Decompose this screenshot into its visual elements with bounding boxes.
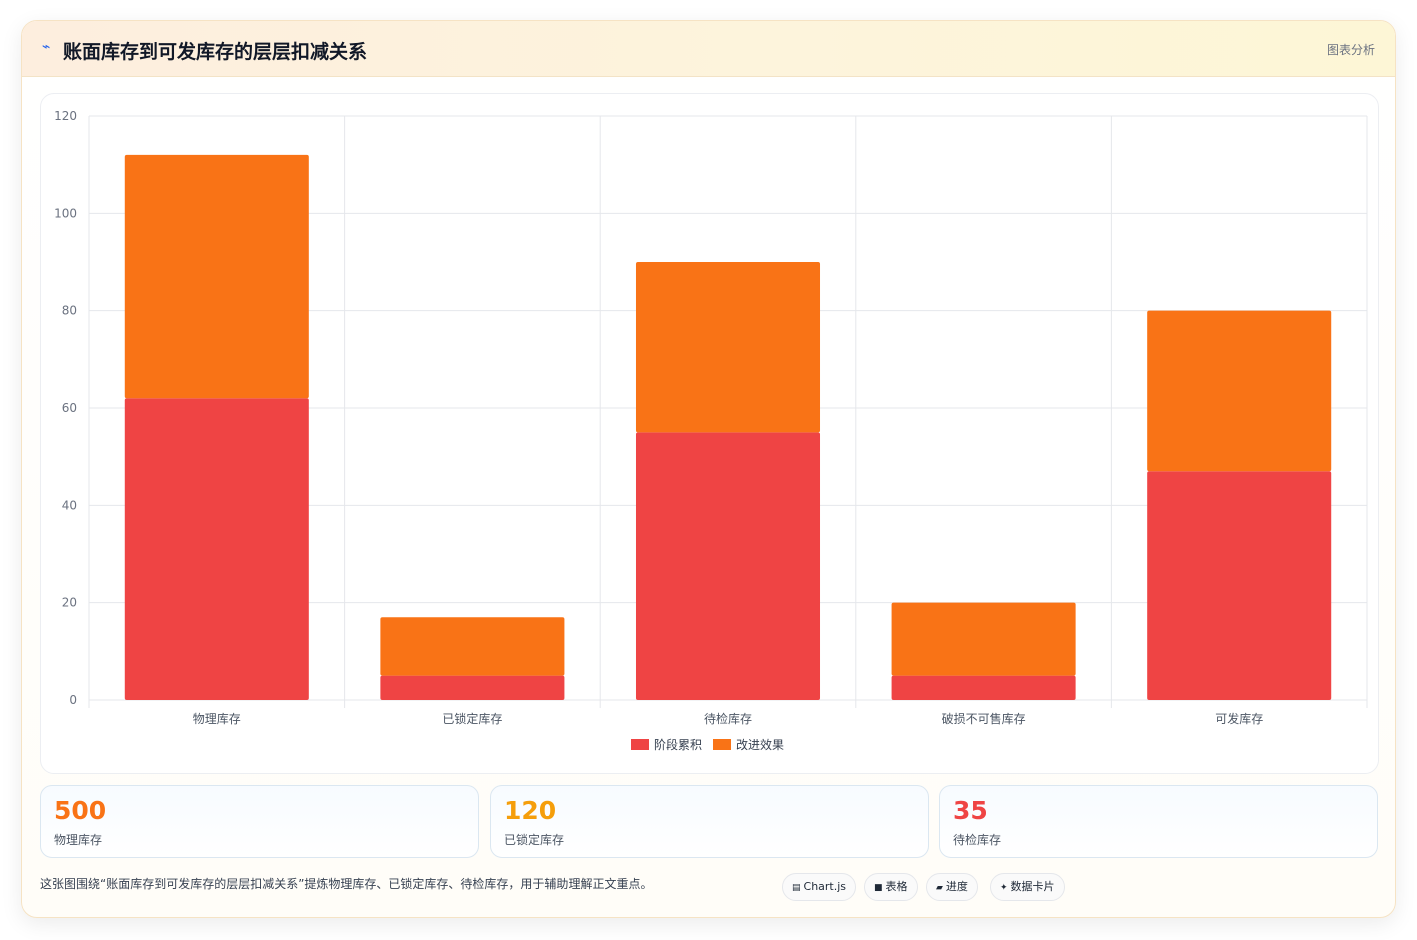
y-tick-label: 40: [62, 498, 77, 512]
header-tag: 图表分析: [1326, 43, 1375, 57]
y-tick-label: 100: [54, 206, 77, 220]
legend-label: 改进效果: [736, 737, 784, 752]
caption-note: 这张图围绕“账面库存到可发库存的层层扣减关系”提炼物理库存、已锁定库存、待检库存…: [40, 877, 653, 891]
bar-segment: [891, 602, 1076, 676]
x-tick-label: 待检库存: [704, 711, 752, 726]
card-icon: ✦: [1000, 883, 1008, 893]
stat-card-inspection: 35 待检库存: [939, 785, 1378, 858]
chip-progress[interactable]: ▰ 进度: [926, 873, 978, 901]
y-tick-label: 120: [54, 109, 77, 123]
stat-value: 120: [504, 796, 557, 825]
chip-chartjs[interactable]: ▤ Chart.js: [782, 873, 857, 901]
stat-label: 待检库存: [953, 833, 1002, 847]
bar-segment: [380, 675, 565, 700]
y-tick-label: 20: [62, 596, 77, 610]
table-icon: ■: [874, 883, 883, 893]
chip-label: Chart.js: [803, 880, 847, 893]
stat-value: 500: [54, 796, 107, 825]
bar-segment: [1147, 471, 1332, 700]
bar-segment: [635, 432, 821, 700]
x-tick-label: 可发库存: [1215, 711, 1263, 726]
x-tick-label: 破损不可售库存: [942, 711, 1026, 726]
chart-title: 账面库存到可发库存的层层扣减关系: [63, 41, 368, 63]
card-header: ⌁ 账面库存到可发库存的层层扣减关系 图表分析: [22, 21, 1395, 77]
stat-value: 35: [953, 796, 988, 825]
chip-label: 表格: [885, 880, 908, 893]
y-tick-label: 80: [62, 304, 77, 318]
bar-segment: [380, 617, 565, 676]
chart-card: ⌁ 账面库存到可发库存的层层扣减关系 图表分析 0 20 40 60 80 100 120 物…: [21, 20, 1396, 918]
stat-card-physical: 500 物理库存: [40, 785, 479, 858]
chip-label: 进度: [945, 880, 968, 893]
legend-swatch: [713, 739, 731, 750]
bar-segment: [891, 675, 1076, 700]
bar-segment: [635, 262, 821, 433]
stat-label: 已锁定库存: [504, 833, 565, 847]
y-tick-label: 60: [62, 401, 77, 415]
chart-area: 0 20 40 60 80 100 120 物理库存 已锁定库存 待检库存 破损不可售库存 可发库存阶…: [40, 93, 1379, 774]
progress-icon: ▰: [936, 883, 943, 893]
chip-table[interactable]: ■ 表格: [864, 873, 918, 901]
legend-label: 阶段累积: [654, 737, 702, 752]
legend-swatch: [631, 739, 649, 750]
stat-label: 物理库存: [54, 833, 103, 847]
chart-icon: ▤: [792, 883, 801, 893]
bar-segment: [124, 154, 309, 399]
bar-segment: [124, 398, 309, 700]
x-tick-label: 已锁定库存: [442, 711, 502, 726]
x-tick-label: 物理库存: [193, 711, 241, 726]
stat-card-locked: 120 已锁定库存: [490, 785, 929, 858]
chip-data-card[interactable]: ✦ 数据卡片: [990, 873, 1065, 901]
stacked-bar-chart: 0 20 40 60 80 100 120 物理库存 已锁定库存 待检库存 破损不可售库存 可发库存阶…: [54, 109, 1368, 752]
chart-icon: ⌁: [42, 39, 51, 55]
chip-label: 数据卡片: [1010, 880, 1055, 893]
bar-segment: [1147, 310, 1332, 472]
y-tick-label: 0: [69, 693, 77, 707]
